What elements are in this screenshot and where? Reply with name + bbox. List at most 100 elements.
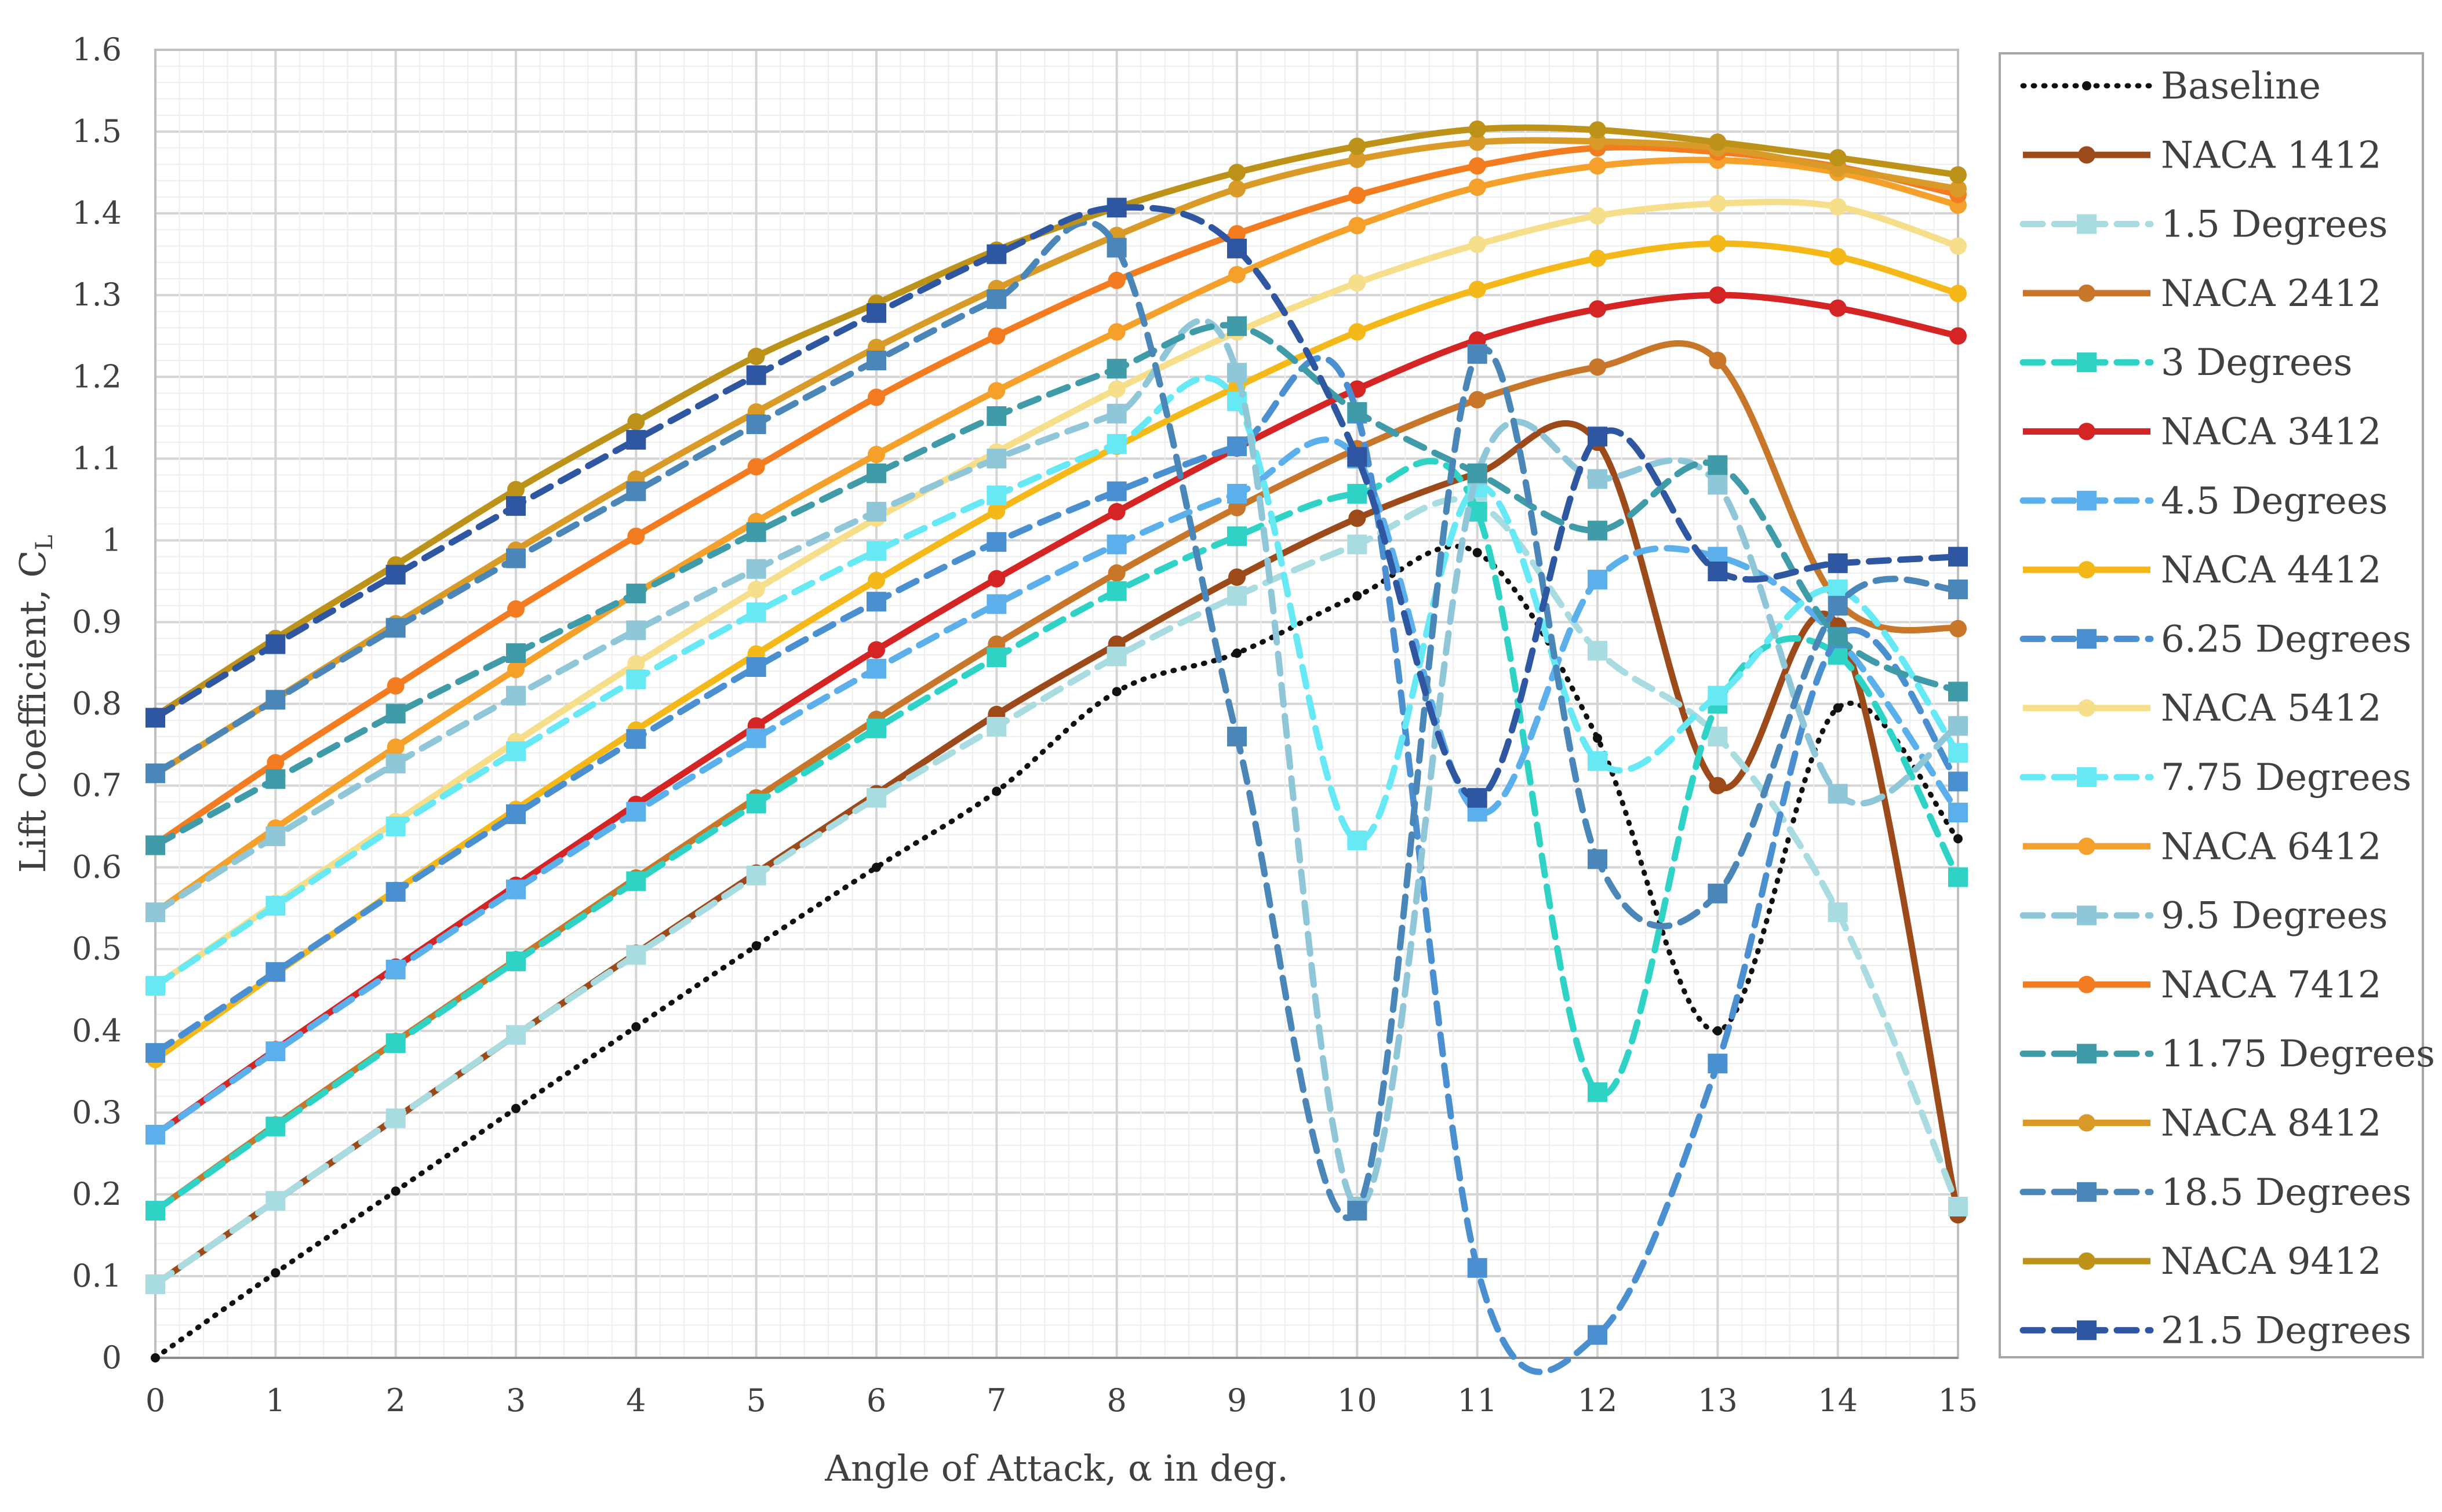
data-point-9-5-degrees [145, 902, 165, 923]
series-line-11-75-degrees [152, 322, 1961, 849]
data-point-baseline [631, 1022, 641, 1032]
data-point-21-5-degrees [145, 708, 165, 728]
series-line-naca-5412 [153, 198, 1959, 989]
legend-item-naca-8412[interactable]: NACA 8412 [2023, 1102, 2382, 1145]
x-tick-label: 2 [385, 1382, 405, 1419]
data-point-9-5-degrees [506, 686, 526, 706]
data-point-1-5-degrees [385, 1108, 406, 1128]
data-point-9-5-degrees [987, 449, 1007, 469]
data-point-1-5-degrees [265, 1191, 286, 1211]
data-point-naca-5412 [1709, 195, 1727, 213]
data-point-3-degrees [1347, 483, 1367, 504]
data-point-naca-4412 [1468, 280, 1486, 298]
data-point-baseline [1953, 834, 1963, 844]
data-point-naca-6412 [507, 661, 525, 679]
legend-item-18-5-degrees[interactable]: 18.5 Degrees [2019, 1171, 2411, 1214]
data-point-7-75-degrees [626, 669, 646, 690]
legend-item-naca-5412[interactable]: NACA 5412 [2023, 687, 2382, 730]
data-point-6-25-degrees [1467, 1258, 1487, 1278]
data-point-baseline [511, 1103, 521, 1113]
legend-item-naca-9412[interactable]: NACA 9412 [2023, 1240, 2382, 1283]
legend-item-naca-7412[interactable]: NACA 7412 [2023, 964, 2382, 1007]
data-point-naca-4412 [988, 502, 1006, 520]
data-point-baseline [1472, 548, 1482, 558]
data-point-4-5-degrees [145, 1124, 165, 1145]
data-point-18-5-degrees [145, 763, 165, 784]
legend-item-11-75-degrees[interactable]: 11.75 Degrees [2019, 1033, 2435, 1076]
data-point-11-75-degrees [265, 769, 286, 789]
data-point-naca-4412 [868, 571, 885, 589]
data-point-21-5-degrees [1467, 788, 1487, 808]
data-point-4-5-degrees [987, 594, 1007, 614]
series-7-75-degrees [145, 374, 1968, 996]
legend-swatch-marker [2078, 975, 2095, 993]
data-point-18-5-degrees [746, 414, 766, 435]
data-point-naca-6412 [1589, 157, 1606, 175]
data-point-naca-3412 [868, 641, 885, 659]
data-point-11-75-degrees [1708, 455, 1728, 475]
series-line-naca-7412 [153, 144, 1959, 847]
legend-label: 6.25 Degrees [2161, 618, 2411, 661]
data-point-naca-2412 [1709, 352, 1727, 370]
legend-item-1-5-degrees[interactable]: 1.5 Degrees [2019, 203, 2388, 246]
data-point-naca-7412 [1228, 225, 1246, 243]
legend-item-21-5-degrees[interactable]: 21.5 Degrees [2019, 1309, 2411, 1352]
data-point-7-75-degrees [1708, 686, 1728, 706]
legend-item-9-5-degrees[interactable]: 9.5 Degrees [2019, 895, 2388, 938]
data-point-naca-9412 [627, 413, 645, 431]
legend-item-baseline[interactable]: Baseline [2020, 65, 2321, 108]
series-lines [145, 120, 1968, 1375]
data-point-11-75-degrees [506, 643, 526, 664]
data-point-11-75-degrees [746, 522, 766, 542]
data-point-9-5-degrees [626, 620, 646, 640]
legend-item-4-5-degrees[interactable]: 4.5 Degrees [2019, 480, 2388, 523]
data-point-1-5-degrees [1948, 1197, 1968, 1217]
legend-label: NACA 7412 [2161, 964, 2382, 1007]
legend-item-7-75-degrees[interactable]: 7.75 Degrees [2019, 756, 2411, 799]
data-point-naca-4412 [1949, 285, 1967, 303]
legend-item-3-degrees[interactable]: 3 Degrees [2019, 341, 2352, 384]
x-tick-label: 13 [1698, 1382, 1738, 1419]
series-21-5-degrees [145, 198, 1968, 808]
data-point-7-75-degrees [1948, 743, 1968, 763]
data-point-baseline [1593, 733, 1602, 743]
data-point-3-degrees [506, 951, 526, 971]
data-point-naca-9412 [1348, 137, 1366, 155]
data-point-18-5-degrees [385, 618, 406, 638]
data-point-naca-5412 [1829, 198, 1847, 216]
legend-item-naca-6412[interactable]: NACA 6412 [2023, 825, 2382, 868]
data-point-6-25-degrees [987, 532, 1007, 552]
legend-item-naca-1412[interactable]: NACA 1412 [2023, 134, 2382, 177]
data-point-naca-9412 [747, 347, 765, 365]
legend-item-6-25-degrees[interactable]: 6.25 Degrees [2019, 618, 2411, 661]
data-point-naca-7412 [868, 388, 885, 406]
data-point-baseline [751, 941, 761, 951]
data-point-naca-4412 [1348, 323, 1366, 341]
legend-item-naca-2412[interactable]: NACA 2412 [2023, 272, 2382, 315]
data-point-7-75-degrees [506, 741, 526, 762]
legend-swatch-marker [2078, 561, 2095, 579]
data-point-naca-5412 [627, 655, 645, 673]
legend-label: 3 Degrees [2161, 341, 2352, 384]
data-point-naca-1412 [1348, 509, 1366, 527]
y-axis-title-subscript: L [31, 535, 58, 551]
data-point-naca-7412 [1468, 157, 1486, 175]
data-point-9-5-degrees [746, 559, 766, 579]
x-tick-label: 12 [1578, 1382, 1618, 1419]
data-point-naca-5412 [747, 581, 765, 599]
data-point-4-5-degrees [1948, 803, 1968, 823]
y-axis-title-main: Lift Coefficient, C [12, 550, 54, 873]
data-point-naca-8412 [1949, 180, 1967, 198]
x-tick-label: 4 [626, 1382, 646, 1419]
data-point-naca-5412 [1348, 274, 1366, 292]
data-point-9-5-degrees [1107, 403, 1127, 424]
data-point-6-25-degrees [626, 729, 646, 749]
legend-label: NACA 1412 [2161, 134, 2382, 177]
legend-item-naca-4412[interactable]: NACA 4412 [2023, 549, 2382, 592]
y-tick-label: 1.2 [72, 358, 122, 395]
data-point-naca-6412 [1348, 217, 1366, 235]
data-point-11-75-degrees [1347, 402, 1367, 422]
data-point-naca-3412 [988, 570, 1006, 588]
legend-item-naca-3412[interactable]: NACA 3412 [2023, 411, 2382, 454]
data-point-6-25-degrees [145, 1043, 165, 1063]
